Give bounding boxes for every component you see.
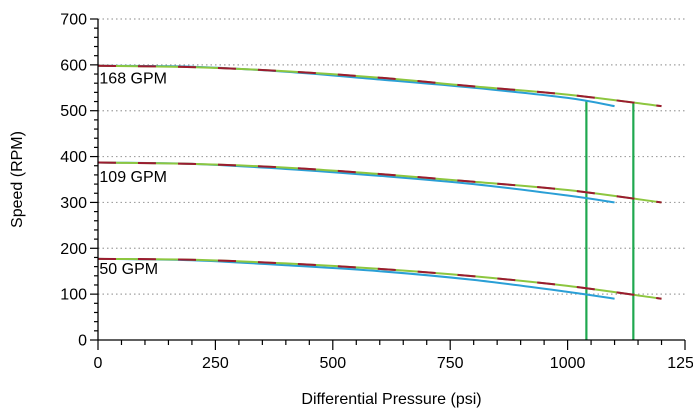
series-line-blue — [97, 257, 615, 300]
series-line-blue — [97, 161, 615, 204]
x-axis-title: Differential Pressure (psi) — [301, 391, 481, 408]
y-tick-label: 100 — [60, 287, 87, 304]
series-line-red-dashed — [97, 64, 662, 108]
vertical-markers — [585, 101, 635, 340]
x-tick-label: 750 — [437, 355, 464, 372]
x-tick-label: 250 — [202, 355, 229, 372]
curve-label: 168 GPM — [99, 70, 167, 87]
y-tick-label: 300 — [60, 195, 87, 212]
axes: 0 100 200 300 400 500 600 700 0 250 500 750 1000 1250 — [60, 12, 693, 373]
curve-label: 109 GPM — [99, 169, 167, 186]
y-tick-label: 0 — [78, 333, 87, 350]
y-tick-label: 500 — [60, 103, 87, 120]
x-tick-label: 0 — [94, 355, 103, 372]
y-tick-label: 600 — [60, 57, 87, 74]
y-axis-title: Speed (RPM) — [9, 131, 26, 228]
y-tick-label: 400 — [60, 149, 87, 166]
x-tick-label: 1000 — [550, 355, 586, 372]
y-tick-label: 200 — [60, 241, 87, 258]
curve-label: 50 GPM — [99, 261, 158, 278]
series-lines — [97, 64, 662, 300]
x-tick-label: 500 — [319, 355, 346, 372]
x-tick-label: 1250 — [667, 355, 693, 372]
series-line-red-dashed — [97, 161, 662, 204]
grid — [98, 18, 685, 295]
series-line-red-dashed — [97, 257, 662, 300]
curve-labels: 168 GPM 109 GPM 50 GPM — [99, 70, 167, 277]
y-tick-label: 700 — [60, 12, 87, 29]
series-line-blue — [97, 64, 615, 108]
